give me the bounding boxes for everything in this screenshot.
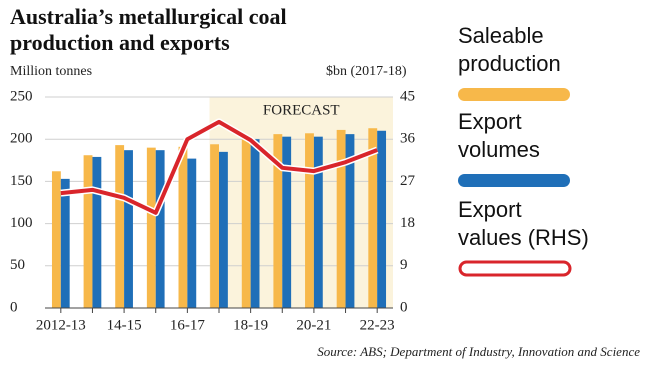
legend-label: Export values (RHS)	[458, 197, 589, 250]
bar	[92, 156, 102, 308]
bar	[178, 146, 188, 308]
bar	[336, 129, 346, 308]
legend-swatch	[458, 260, 572, 277]
bar	[377, 130, 387, 308]
bar	[187, 158, 197, 308]
x-tick-label: 16-17	[170, 317, 205, 333]
y2-tick-label: 9	[400, 257, 408, 273]
legend-label: Export volumes	[458, 109, 540, 162]
y-tick-label: 150	[10, 173, 33, 189]
y2-tick-label: 0	[400, 299, 408, 315]
y-tick-label: 0	[10, 299, 18, 315]
bar	[345, 134, 355, 308]
bar	[219, 151, 228, 308]
x-tick-label: 18-19	[233, 317, 268, 333]
y-axis-label: Million tonnes	[10, 64, 93, 79]
x-tick-label: 2012-13	[36, 317, 86, 333]
bar	[210, 144, 219, 308]
source-note: Source: ABS; Department of Industry, Inn…	[317, 344, 640, 359]
y2-tick-label: 18	[400, 215, 415, 231]
bar	[305, 133, 314, 308]
y2-tick-label: 27	[400, 173, 416, 189]
y-tick-label: 100	[10, 215, 33, 231]
y2-axis-label: $bn (2017-18)	[326, 64, 407, 79]
y-tick-label: 250	[10, 88, 33, 104]
bar	[273, 134, 283, 308]
bar	[124, 150, 133, 308]
bar	[155, 150, 165, 308]
legend-label: Saleable production	[458, 23, 561, 76]
line	[60, 119, 378, 215]
x-tick-label: 20-21	[296, 317, 331, 333]
bar	[250, 139, 260, 308]
bar	[313, 136, 323, 308]
y2-tick-label: 45	[400, 88, 415, 104]
bar	[241, 136, 251, 308]
y-tick-label: 200	[10, 131, 33, 147]
bar	[115, 145, 125, 308]
forecast-label: FORECAST	[263, 102, 340, 118]
x-tick-label: 14-15	[107, 317, 142, 333]
bar	[51, 171, 61, 308]
bar	[60, 178, 70, 308]
legend-swatch	[458, 174, 570, 187]
x-tick-label: 22-23	[360, 317, 395, 333]
bar	[282, 136, 292, 308]
y2-tick-label: 36	[400, 131, 416, 147]
bar	[83, 155, 93, 308]
legend-swatch	[458, 88, 570, 101]
bar	[368, 128, 378, 308]
bar	[146, 147, 156, 308]
y-tick-label: 50	[10, 257, 25, 273]
chart-title: Australia’s metallurgical coal productio…	[10, 4, 287, 55]
